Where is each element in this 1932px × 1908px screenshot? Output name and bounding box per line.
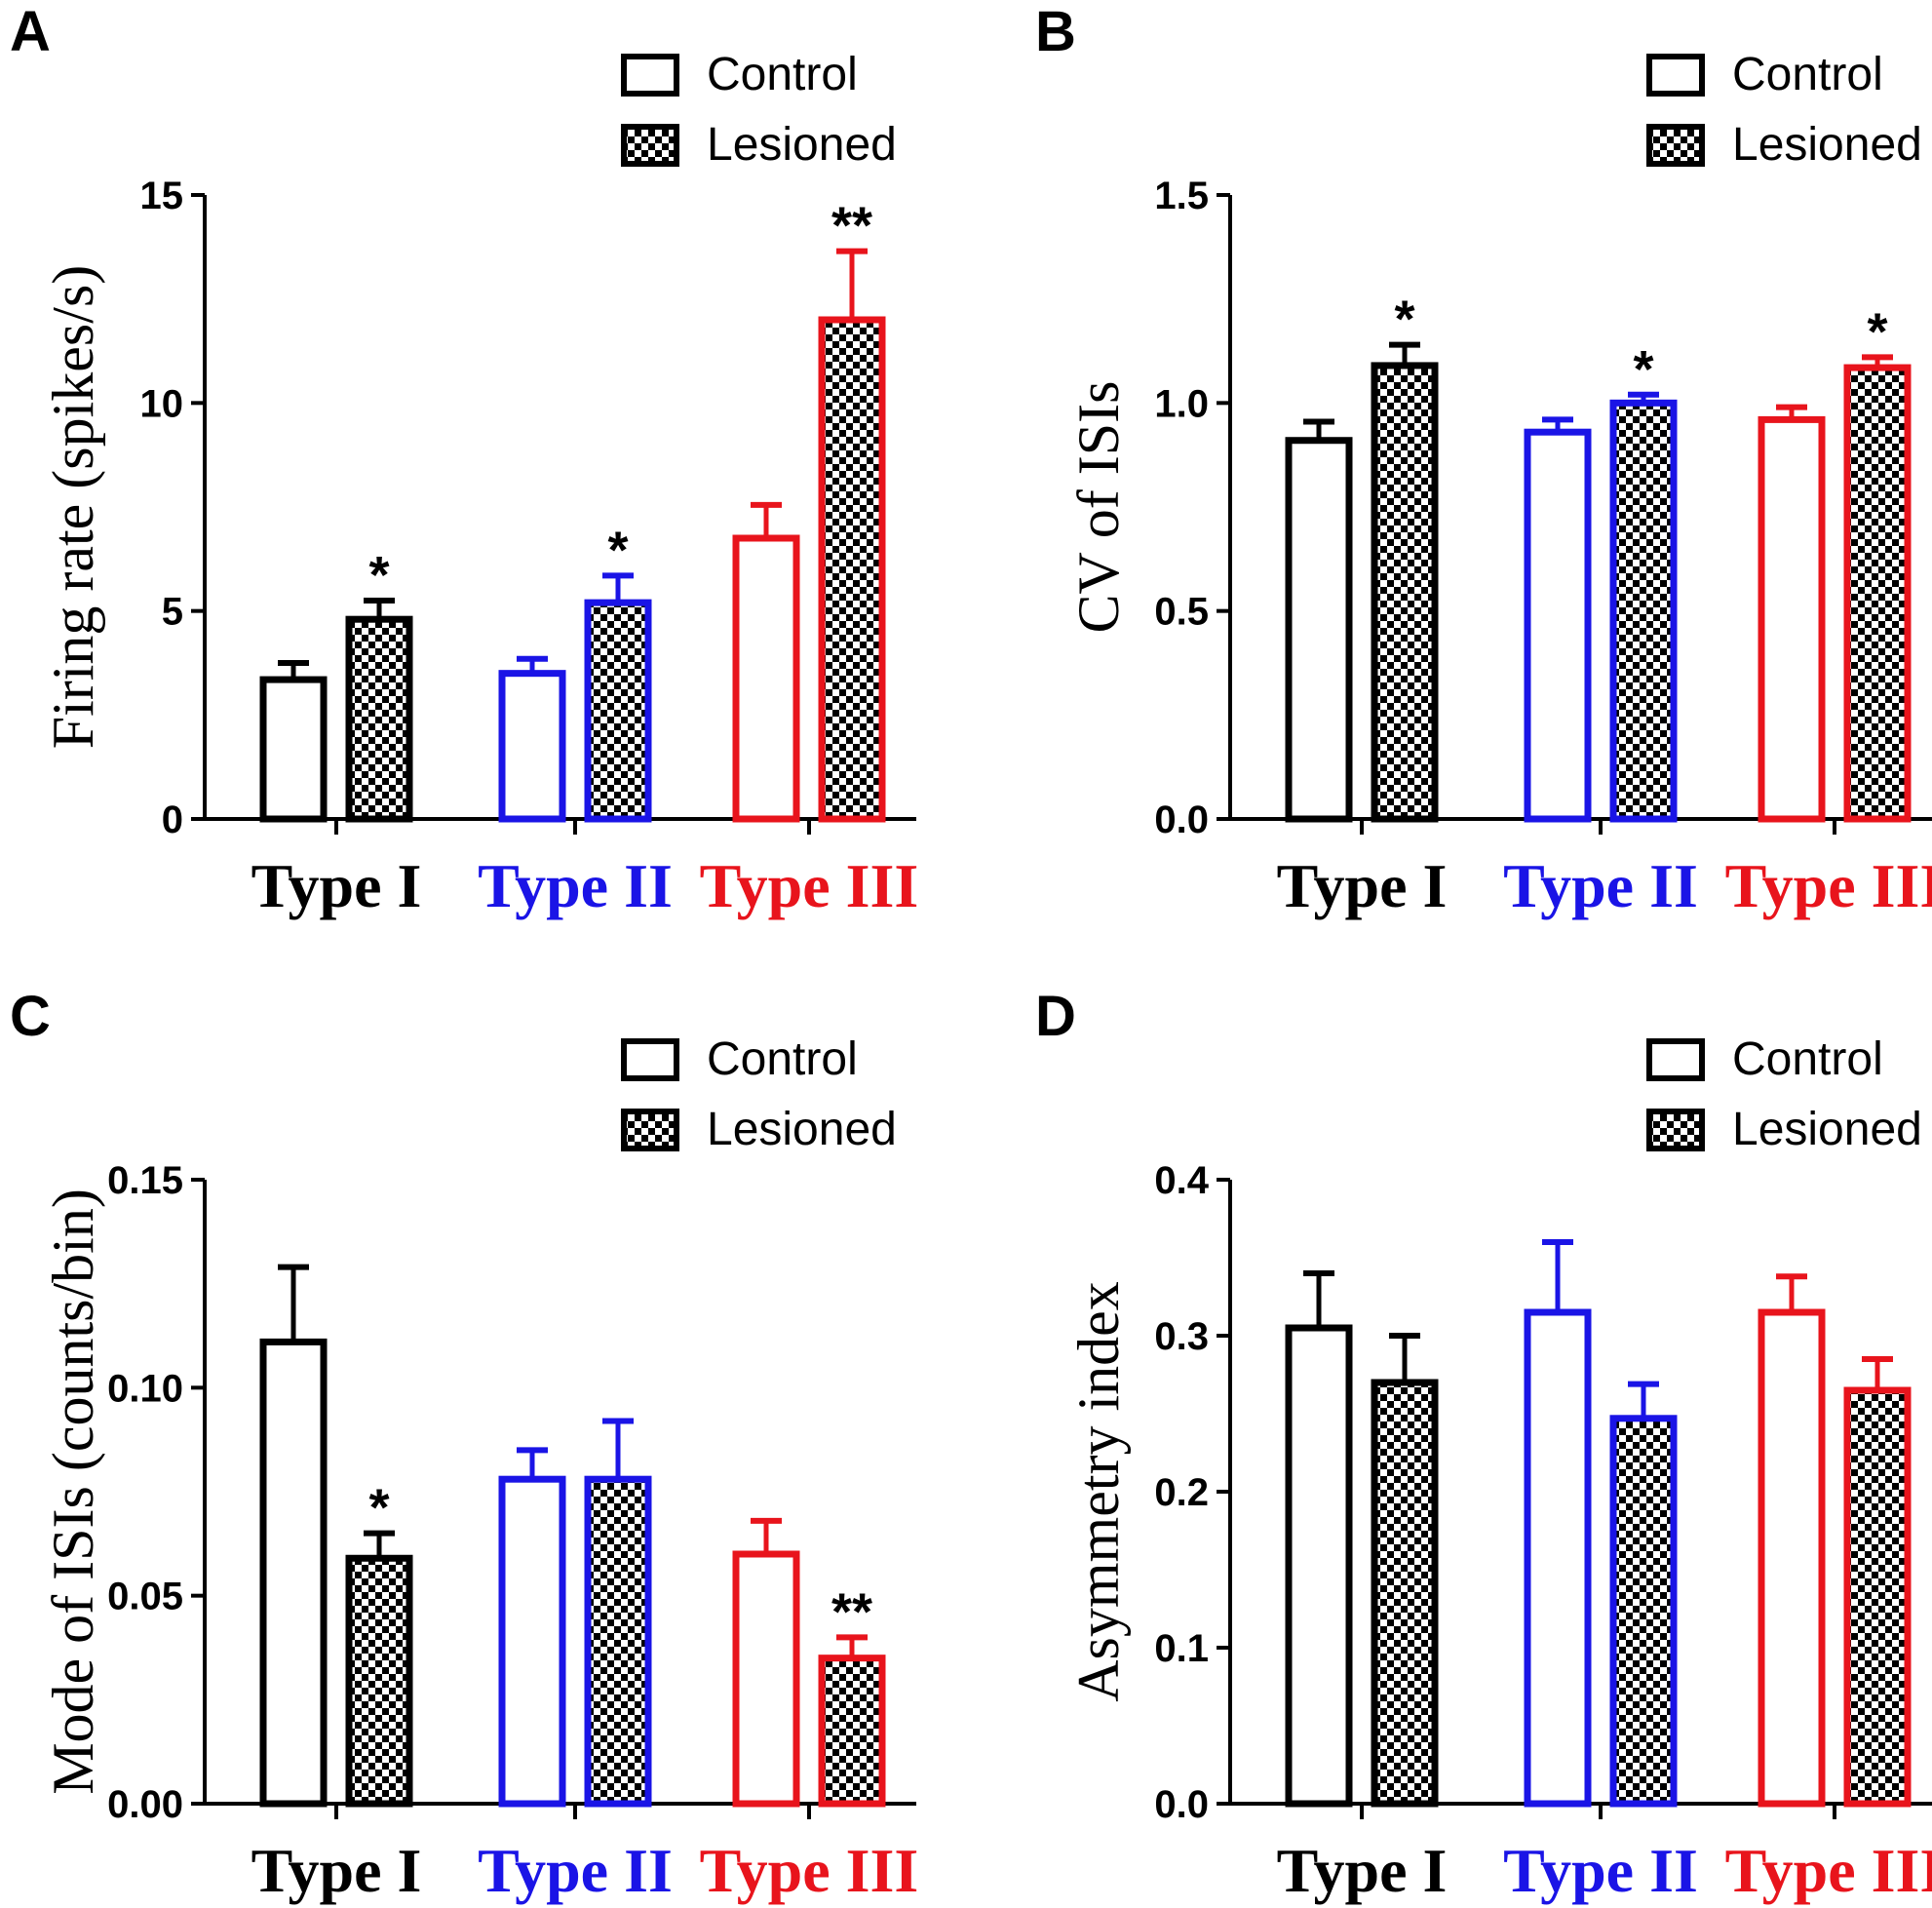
legend-label-control: Control — [1732, 49, 1883, 100]
y-axis-label: Asymmetry index — [1066, 1281, 1131, 1702]
panel-letter: A — [10, 0, 51, 63]
legend-label-lesioned: Lesioned — [1732, 1104, 1922, 1155]
y-tick-label: 0.5 — [1154, 591, 1209, 634]
y-tick-label: 0.10 — [107, 1367, 183, 1410]
panel-letter: D — [1035, 985, 1076, 1048]
bar-control-1 — [498, 670, 566, 823]
legend-swatch-control — [621, 54, 679, 97]
y-tick-label: 0.15 — [107, 1159, 183, 1202]
bar-control-2 — [1758, 1308, 1826, 1808]
y-tick-label: 0.3 — [1154, 1315, 1209, 1358]
legend-swatch-lesioned — [1646, 1109, 1705, 1151]
category-label: Type III — [700, 851, 919, 920]
y-axis-label: Mode of ISIs (counts/bin) — [41, 1188, 105, 1795]
category-label: Type II — [478, 1836, 673, 1905]
bar-lesioned-2 — [1843, 364, 1912, 823]
bar-lesioned-0 — [1371, 1379, 1439, 1808]
y-tick-label: 0.05 — [107, 1576, 183, 1618]
significance-star: * — [1867, 302, 1887, 361]
legend-swatch-lesioned — [1646, 124, 1705, 167]
category-label: Type III — [1725, 1836, 1932, 1905]
bar-lesioned-0 — [1371, 362, 1439, 823]
legend-swatch-lesioned — [621, 124, 679, 167]
bar-control-1 — [498, 1475, 566, 1808]
legend-label-control: Control — [707, 1033, 858, 1085]
y-tick-label: 0.0 — [1154, 798, 1209, 841]
bar-control-0 — [259, 676, 328, 823]
y-tick-label: 1.5 — [1154, 175, 1209, 217]
category-label: Type II — [478, 851, 673, 920]
bar-lesioned-1 — [1609, 399, 1678, 823]
bar-lesioned-2 — [818, 316, 886, 823]
bar-lesioned-1 — [584, 599, 652, 823]
category-label: Type III — [700, 1836, 919, 1905]
significance-star: * — [1394, 291, 1414, 349]
bar-lesioned-0 — [345, 1554, 413, 1808]
category-label: Type I — [1277, 1836, 1448, 1905]
panel-letter: B — [1035, 0, 1076, 63]
y-tick-label: 0.00 — [107, 1783, 183, 1826]
legend-swatch-lesioned — [621, 1109, 679, 1151]
category-label: Type III — [1725, 851, 1932, 920]
y-tick-label: 5 — [162, 591, 183, 634]
bar-control-2 — [732, 534, 800, 823]
bar-control-1 — [1524, 1308, 1592, 1808]
panel-letter: C — [10, 985, 51, 1048]
legend-label-lesioned: Lesioned — [1732, 119, 1922, 171]
category-label: Type II — [1503, 851, 1698, 920]
y-tick-label: 0.4 — [1154, 1159, 1209, 1202]
bar-control-1 — [1524, 428, 1592, 823]
y-tick-label: 0.1 — [1154, 1627, 1209, 1670]
panel-b: B Control Lesioned 0.0 0.5 1.0 1.5 CV of ISIs * T… — [1035, 0, 1932, 920]
category-label: Type I — [251, 851, 422, 920]
y-tick-label: 0 — [162, 798, 183, 841]
y-axis-label: Firing rate (spikes/s) — [41, 265, 105, 750]
legend-swatch-control — [1646, 1038, 1705, 1081]
bar-lesioned-2 — [1843, 1386, 1912, 1808]
category-label: Type I — [251, 1836, 422, 1905]
panel-d: D Control Lesioned 0.0 0.1 0.2 0.3 0.4 Asymmetry… — [1035, 985, 1932, 1905]
significance-star: ** — [831, 1582, 872, 1641]
bar-control-0 — [259, 1338, 328, 1808]
y-tick-label: 15 — [140, 175, 184, 217]
panel-a: A Control Lesioned 0 5 10 15 Firing rate (spike… — [10, 0, 918, 920]
y-axis-label: CV of ISIs — [1066, 381, 1131, 634]
legend-swatch-control — [621, 1038, 679, 1081]
bar-lesioned-2 — [818, 1655, 886, 1808]
bar-lesioned-1 — [1609, 1415, 1678, 1808]
bar-control-2 — [1758, 415, 1826, 823]
y-tick-label: 1.0 — [1154, 382, 1209, 425]
bar-control-0 — [1285, 437, 1353, 823]
category-label: Type I — [1277, 851, 1448, 920]
legend-label-control: Control — [1732, 1033, 1883, 1085]
category-label: Type II — [1503, 1836, 1698, 1905]
y-tick-label: 0.2 — [1154, 1471, 1209, 1514]
legend-label-lesioned: Lesioned — [707, 1104, 897, 1155]
bar-control-0 — [1285, 1324, 1353, 1808]
significance-star: * — [1633, 340, 1653, 399]
y-tick-label: 0.0 — [1154, 1783, 1209, 1826]
bar-lesioned-1 — [584, 1475, 652, 1808]
legend-label-lesioned: Lesioned — [707, 119, 897, 171]
legend-swatch-control — [1646, 54, 1705, 97]
significance-star: * — [368, 1479, 389, 1538]
bar-control-2 — [732, 1550, 800, 1808]
bar-lesioned-0 — [345, 615, 413, 823]
significance-star: * — [607, 521, 628, 579]
significance-star: ** — [831, 197, 872, 255]
significance-star: * — [368, 546, 389, 604]
y-tick-label: 10 — [140, 382, 184, 425]
legend-label-control: Control — [707, 49, 858, 100]
